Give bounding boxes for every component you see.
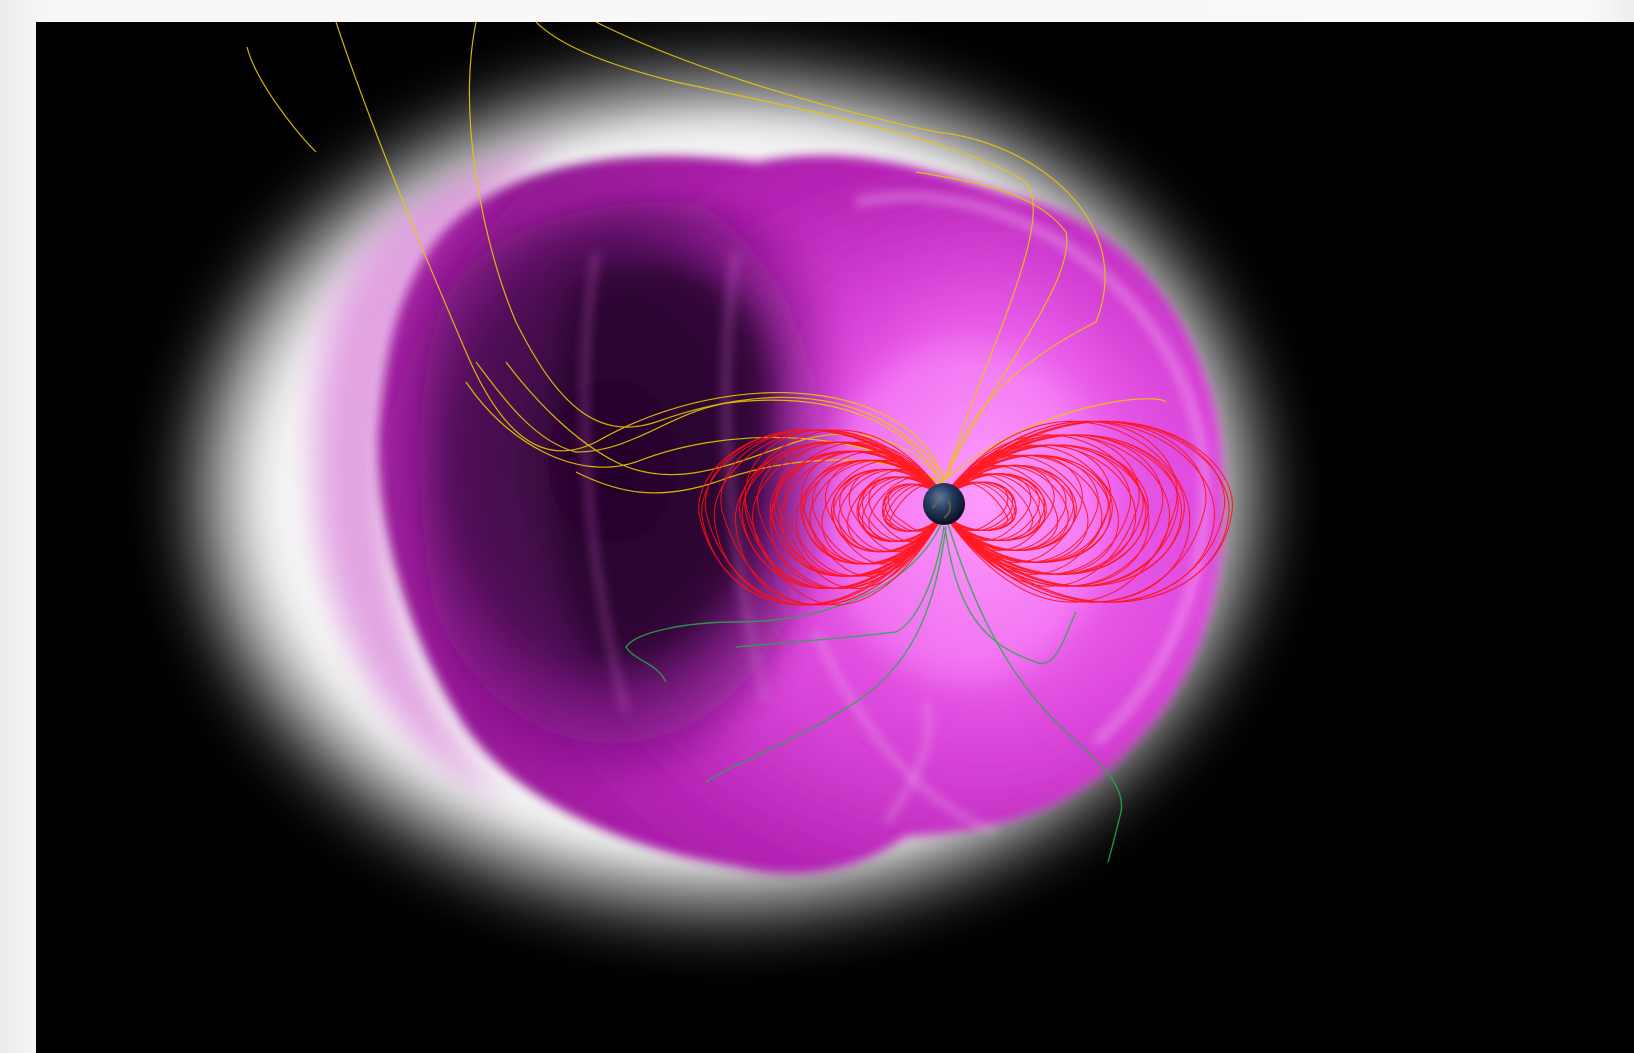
tail-field-line — [947, 523, 1123, 863]
open-field-line — [915, 171, 1068, 482]
tail-cavity — [420, 201, 847, 779]
dipole-field-line — [943, 444, 1112, 575]
dipole-field-line — [943, 421, 1226, 603]
render-viewport — [36, 22, 1634, 1053]
dipole-field-line — [943, 454, 1083, 563]
dipole-field-line — [943, 434, 1140, 587]
open-field-line — [475, 361, 944, 484]
tail-field-line — [735, 525, 945, 648]
magnetosphere-render — [206, 22, 1246, 902]
dipole-field-line — [943, 434, 1179, 587]
dipole-field-line — [943, 444, 1144, 575]
tail-field-lines — [625, 521, 1123, 863]
dipole-field-line — [943, 465, 1067, 551]
dipole-field-line — [943, 481, 1009, 531]
dipole-field-line — [744, 429, 945, 606]
dipole-field-line — [704, 429, 945, 606]
open-field-line — [468, 22, 947, 481]
dipole-field-line — [943, 454, 1099, 563]
tail-field-line — [944, 527, 1077, 665]
open-field-line — [945, 398, 1167, 480]
dipole-field-line — [774, 450, 945, 577]
dipole-field-line — [811, 459, 945, 565]
open-field-line — [465, 381, 942, 485]
tail-field-line — [705, 526, 947, 783]
dipole-field-line — [734, 429, 945, 606]
dipole-field-line — [751, 441, 945, 589]
open-field-line — [595, 22, 1106, 479]
planet — [923, 483, 965, 525]
dipole-field-line — [943, 444, 1137, 575]
open-field-lines — [246, 22, 1167, 494]
dayside-dome — [756, 182, 1216, 835]
dipole-field-line — [776, 441, 945, 589]
open-field-line — [335, 22, 945, 483]
open-field-line — [535, 22, 1034, 481]
dipole-field-line — [784, 450, 945, 577]
dipole-field-line — [744, 441, 945, 589]
dipole-field-line — [943, 420, 1207, 603]
dipole-field-line — [757, 441, 945, 589]
dipole-field-line — [943, 434, 1164, 587]
dipole-field-line — [943, 444, 1131, 575]
dipole-field-line — [943, 420, 1178, 603]
closed-field-lines — [698, 420, 1233, 606]
open-field-line — [246, 46, 317, 153]
dipole-field-line — [720, 429, 945, 606]
